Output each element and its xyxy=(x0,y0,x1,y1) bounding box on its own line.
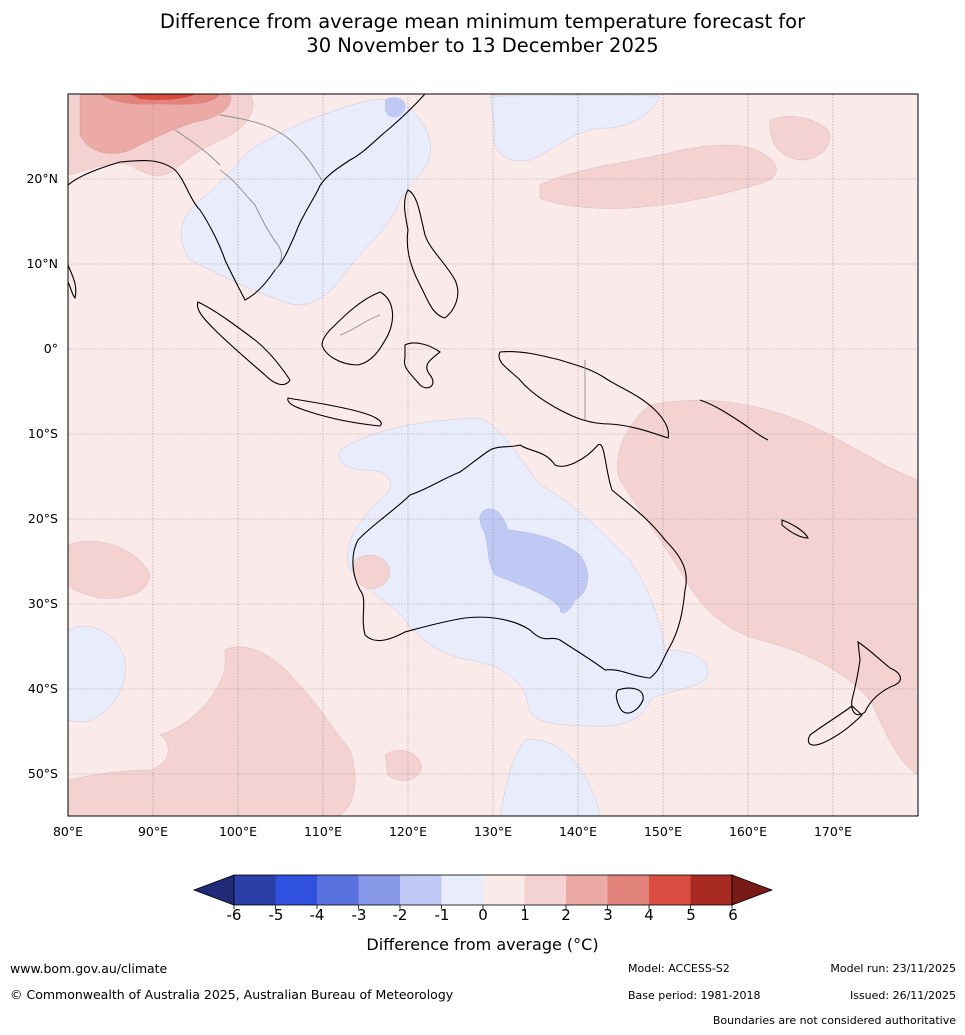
lon-label-160e: 160°E xyxy=(728,824,767,839)
lat-label-40s: 40°S xyxy=(27,681,58,696)
lat-label-10s: 10°S xyxy=(27,426,58,441)
colorbar-tick-minus5: -5 xyxy=(268,906,284,924)
anomaly-pos-south-spot xyxy=(384,750,423,781)
anomaly-neg-north-pacific xyxy=(489,95,661,162)
colorbar-tick-minus1: -1 xyxy=(434,906,450,924)
coast-new-zealand-north xyxy=(851,640,901,716)
lon-label-130e: 130°E xyxy=(473,824,512,839)
lon-label-80e: 80°E xyxy=(52,824,84,839)
coastlines xyxy=(68,94,901,746)
graticule xyxy=(68,94,918,816)
coast-new-guinea xyxy=(498,351,669,439)
colorbar-segment xyxy=(566,875,608,905)
colorbar-tick-minus2: -2 xyxy=(392,906,408,924)
anomaly-pos5-tibet xyxy=(130,94,195,100)
colorbar-segment xyxy=(358,875,400,905)
coast-new-caledonia xyxy=(781,519,809,539)
colorbar-title: Difference from average (°C) xyxy=(366,935,599,954)
country-borders xyxy=(174,114,586,420)
colorbar-extend-high xyxy=(731,874,774,906)
colorbar-tick-minus3: -3 xyxy=(351,906,367,924)
colorbar-tick-0: 0 xyxy=(478,906,488,924)
colorbar-segment xyxy=(483,875,525,905)
lon-label-100e: 100°E xyxy=(218,824,257,839)
anomaly-neg-spot xyxy=(340,235,357,248)
lat-label-30s: 30°S xyxy=(27,596,58,611)
coast-sumatra xyxy=(196,301,291,386)
lon-label-150e: 150°E xyxy=(643,824,682,839)
coast-tasmania xyxy=(615,687,644,714)
footer-model: Model: ACCESS-S2 xyxy=(628,962,730,975)
border-myanmar xyxy=(174,129,221,166)
lon-label-170e: 170°E xyxy=(813,824,852,839)
anomaly-pos-south-west-ocean xyxy=(68,646,356,816)
colorbar-tick-minus6: -6 xyxy=(226,906,242,924)
colorbar-segment xyxy=(649,875,691,905)
anomaly-pos-western-pacific xyxy=(539,144,777,209)
colorbar-segment xyxy=(690,875,732,905)
colorbar-tick-minus4: -4 xyxy=(309,906,325,924)
anomaly-pos-coral-sea xyxy=(617,400,918,776)
coast-sulawesi xyxy=(403,342,441,389)
footer-website[interactable]: www.bom.gov.au/climate xyxy=(10,961,168,976)
colorbar-tick-6: 6 xyxy=(728,906,738,924)
coast-borneo xyxy=(321,291,394,366)
colorbar-segment xyxy=(524,875,566,905)
colorbar-segment xyxy=(317,875,359,905)
colorbar-tick-1: 1 xyxy=(520,906,530,924)
border-borneo xyxy=(339,314,381,336)
colorbar-segment xyxy=(275,875,317,905)
colorbar-tick-4: 4 xyxy=(644,906,654,924)
anomaly-neg2-south-china xyxy=(385,97,406,118)
colorbar-tick-2: 2 xyxy=(561,906,571,924)
colorbar xyxy=(192,874,774,909)
colorbar-segment xyxy=(607,875,649,905)
anomaly-neg-southeast-asia xyxy=(181,99,431,306)
footer-copyright: © Commonwealth of Australia 2025, Austra… xyxy=(10,987,454,1002)
colorbar-segment xyxy=(400,875,442,905)
lon-label-120e: 120°E xyxy=(388,824,427,839)
anomaly-neg2-central-australia xyxy=(479,508,588,614)
footer-issued: Issued: 26/11/2025 xyxy=(849,989,956,1002)
lon-label-140e: 140°E xyxy=(558,824,597,839)
anomaly-neg-west-indian-ocean xyxy=(68,626,126,723)
anomaly-pos-indian-ocean xyxy=(68,541,150,599)
coast-australia xyxy=(352,444,687,679)
colorbar-segment xyxy=(441,875,483,905)
title-line-2: 30 November to 13 December 2025 xyxy=(306,34,659,57)
title-line-1: Difference from average mean minimum tem… xyxy=(159,10,806,33)
lon-label-90e: 90°E xyxy=(137,824,169,839)
coast-new-zealand-south xyxy=(807,705,863,746)
lat-label-10n: 10°N xyxy=(26,256,58,271)
anomaly-pos3-tibet xyxy=(79,94,232,154)
coast-south-asia xyxy=(68,94,426,301)
anomaly-pos-west-australia xyxy=(352,554,391,590)
anomaly-pos-far-pacific xyxy=(769,116,830,161)
colorbar-tick-5: 5 xyxy=(686,906,696,924)
lat-label-20s: 20°S xyxy=(27,511,58,526)
colorbar-tick-3: 3 xyxy=(603,906,613,924)
coast-java xyxy=(287,397,382,427)
border-china xyxy=(219,114,323,181)
colorbar-extend-low xyxy=(192,874,235,906)
footer-model-run: Model run: 23/11/2025 xyxy=(830,962,956,975)
footer-disclaimer: Boundaries are not considered authoritat… xyxy=(712,1014,956,1027)
map-frame xyxy=(67,93,919,817)
coast-india xyxy=(68,264,77,300)
colorbar-segment xyxy=(234,875,276,905)
map-title: Difference from average mean minimum tem… xyxy=(0,10,965,58)
footer-base-period: Base period: 1981-2018 xyxy=(628,989,761,1002)
coast-solomon-islands xyxy=(699,399,769,441)
lat-label-20n: 20°N xyxy=(26,171,58,186)
border-indochina xyxy=(219,169,282,271)
lon-label-110e: 110°E xyxy=(303,824,342,839)
coast-philippines xyxy=(404,189,459,319)
lat-label-50s: 50°S xyxy=(27,766,58,781)
lat-label-0: 0° xyxy=(43,341,58,356)
